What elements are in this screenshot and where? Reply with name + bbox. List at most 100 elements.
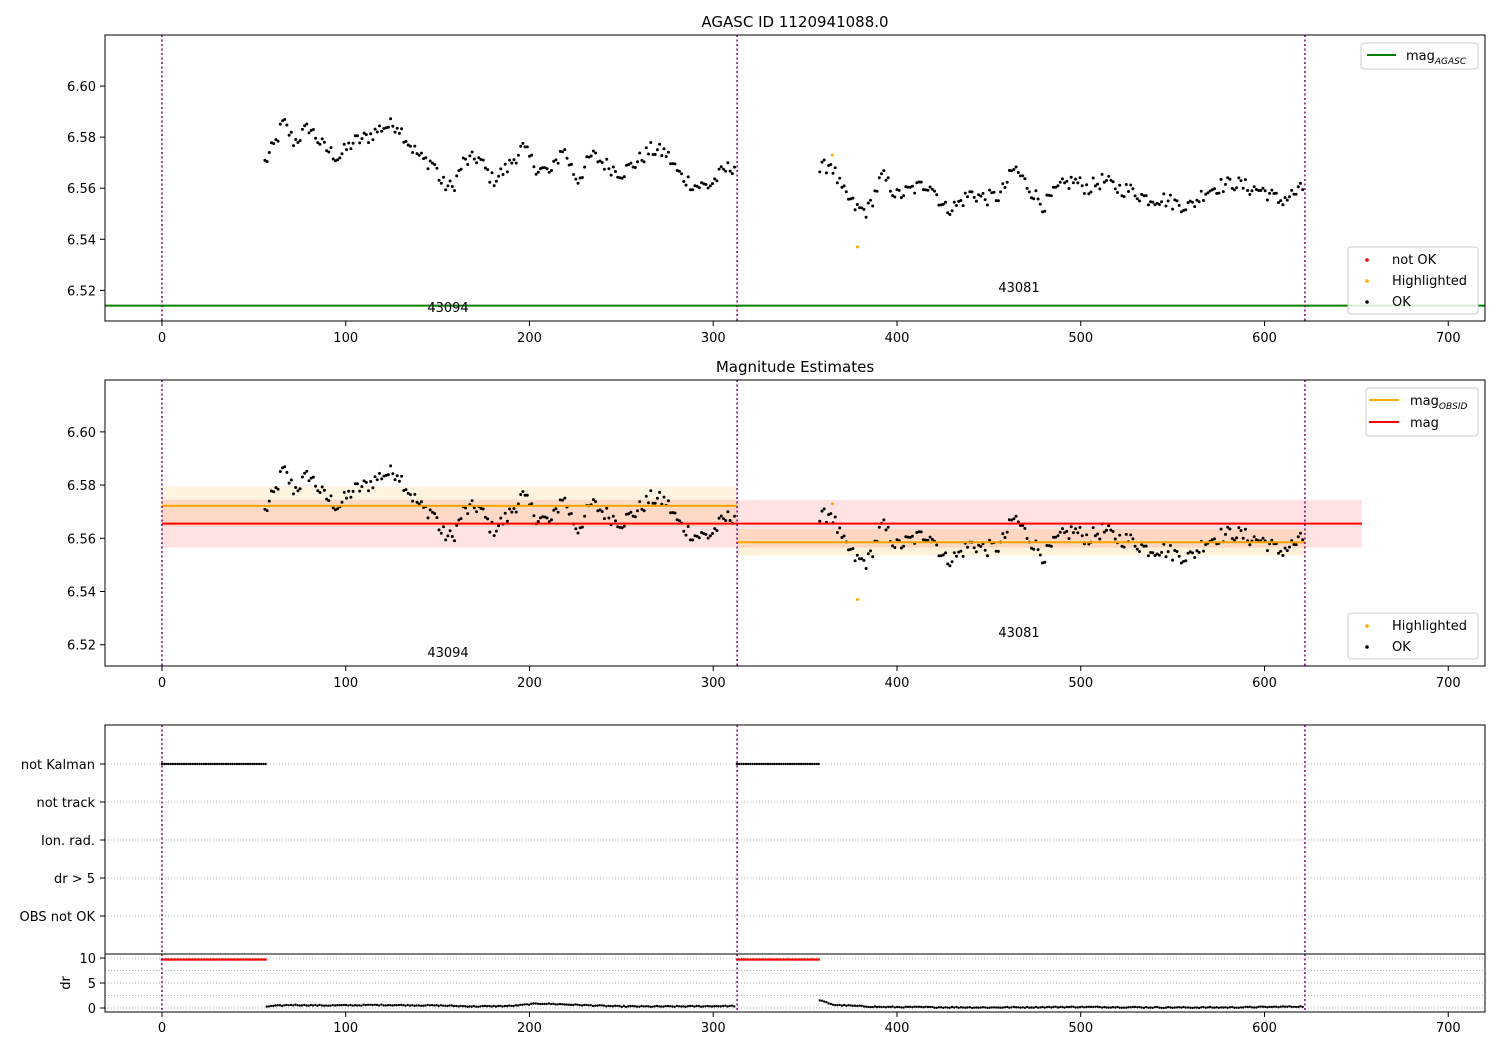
ok-point: [349, 495, 353, 499]
dr-point: [1167, 1005, 1170, 1009]
ok-point: [1010, 518, 1014, 522]
dr-point: [272, 1004, 275, 1008]
highlighted-point: [830, 153, 834, 157]
flag-point: [191, 762, 194, 766]
ok-point: [708, 184, 712, 188]
dr-point: [959, 1006, 963, 1009]
dr-point: [1114, 1006, 1117, 1009]
ok-point: [952, 200, 956, 204]
ok-point: [902, 544, 906, 548]
ok-point: [1102, 530, 1106, 534]
flag-point: [766, 762, 770, 766]
dr-gt-5-point: [253, 958, 256, 961]
ok-point: [950, 209, 954, 213]
flag-point: [260, 762, 263, 766]
ok-point: [664, 155, 668, 159]
dr-point: [1017, 1006, 1020, 1009]
ok-point: [303, 124, 307, 128]
ok-point: [516, 153, 520, 157]
flag-point: [169, 762, 172, 766]
ok-point: [404, 139, 408, 143]
ok-point: [1239, 179, 1243, 183]
dr-point: [629, 1005, 632, 1008]
ok-point: [651, 501, 655, 505]
ok-point: [470, 150, 474, 154]
dr-point: [1261, 1005, 1265, 1008]
ok-point: [431, 161, 434, 165]
ok-point: [439, 181, 443, 185]
ok-point: [1270, 538, 1274, 542]
ok-point: [946, 211, 950, 215]
ok-point: [300, 475, 304, 479]
ok-point: [869, 549, 872, 553]
ok-point: [864, 567, 868, 570]
ok-point: [946, 562, 950, 566]
ok-point: [835, 531, 839, 534]
dr-point: [404, 1004, 407, 1007]
dr-point: [435, 1003, 438, 1007]
dr-gt-5-point: [246, 958, 250, 961]
ok-point: [985, 554, 989, 558]
ok-point: [408, 493, 412, 497]
ok-point: [926, 538, 930, 542]
dr-point: [329, 1004, 332, 1007]
dr-point: [333, 1004, 337, 1007]
dr-point: [840, 1004, 844, 1007]
dr-gt-5-point: [182, 958, 186, 961]
y-tick-label: 6.56: [67, 182, 96, 197]
dr-point: [682, 1005, 685, 1008]
dr-point: [267, 1005, 271, 1008]
ok-point: [1135, 547, 1139, 551]
ok-point: [941, 202, 945, 206]
dr-point: [307, 1004, 310, 1007]
ok-point: [724, 519, 728, 522]
ok-point: [453, 539, 456, 543]
ok-point: [446, 534, 450, 538]
ok-point: [468, 154, 472, 158]
dr-point: [1250, 1006, 1254, 1009]
dr-point: [574, 1003, 577, 1006]
dr-point: [347, 1004, 350, 1007]
ok-point: [829, 163, 833, 166]
flag-point: [255, 762, 258, 766]
ok-point: [1188, 550, 1192, 554]
ok-point: [380, 477, 384, 481]
ok-point: [1232, 538, 1236, 542]
dr-point: [937, 1006, 941, 1009]
dr-point: [461, 1005, 465, 1008]
ok-point: [658, 142, 662, 146]
dr-gt-5-point: [808, 958, 812, 961]
ok-point: [897, 188, 901, 192]
ok-point: [917, 530, 921, 534]
ok-point: [851, 196, 855, 200]
ok-point: [373, 127, 377, 131]
dr-point: [860, 1004, 863, 1007]
dr-point: [1184, 1006, 1188, 1009]
ok-point: [490, 171, 494, 175]
flag-point: [237, 762, 241, 766]
ok-point: [1133, 544, 1137, 548]
dr-point: [988, 1006, 991, 1009]
ok-point: [884, 528, 888, 532]
dr-point: [722, 1004, 725, 1008]
ok-point: [1237, 526, 1241, 530]
ok-point: [688, 188, 692, 192]
x-tick-label: 0: [158, 676, 166, 691]
ok-point: [466, 163, 470, 166]
dr-point: [591, 1004, 595, 1008]
dr-point: [314, 1003, 317, 1007]
dr-point: [997, 1006, 1000, 1009]
ok-point: [397, 131, 401, 135]
ok-point: [1109, 528, 1113, 532]
dr-point: [691, 1004, 694, 1008]
dr-point: [704, 1005, 707, 1008]
ok-point: [345, 148, 348, 152]
flag-point: [224, 762, 228, 766]
dr-point: [457, 1005, 460, 1008]
dr-point: [289, 1003, 293, 1007]
ok-point: [1224, 532, 1227, 536]
flag-point: [229, 762, 232, 766]
dr-point: [439, 1004, 443, 1007]
ok-point: [713, 527, 717, 531]
ok-point: [1025, 186, 1029, 190]
